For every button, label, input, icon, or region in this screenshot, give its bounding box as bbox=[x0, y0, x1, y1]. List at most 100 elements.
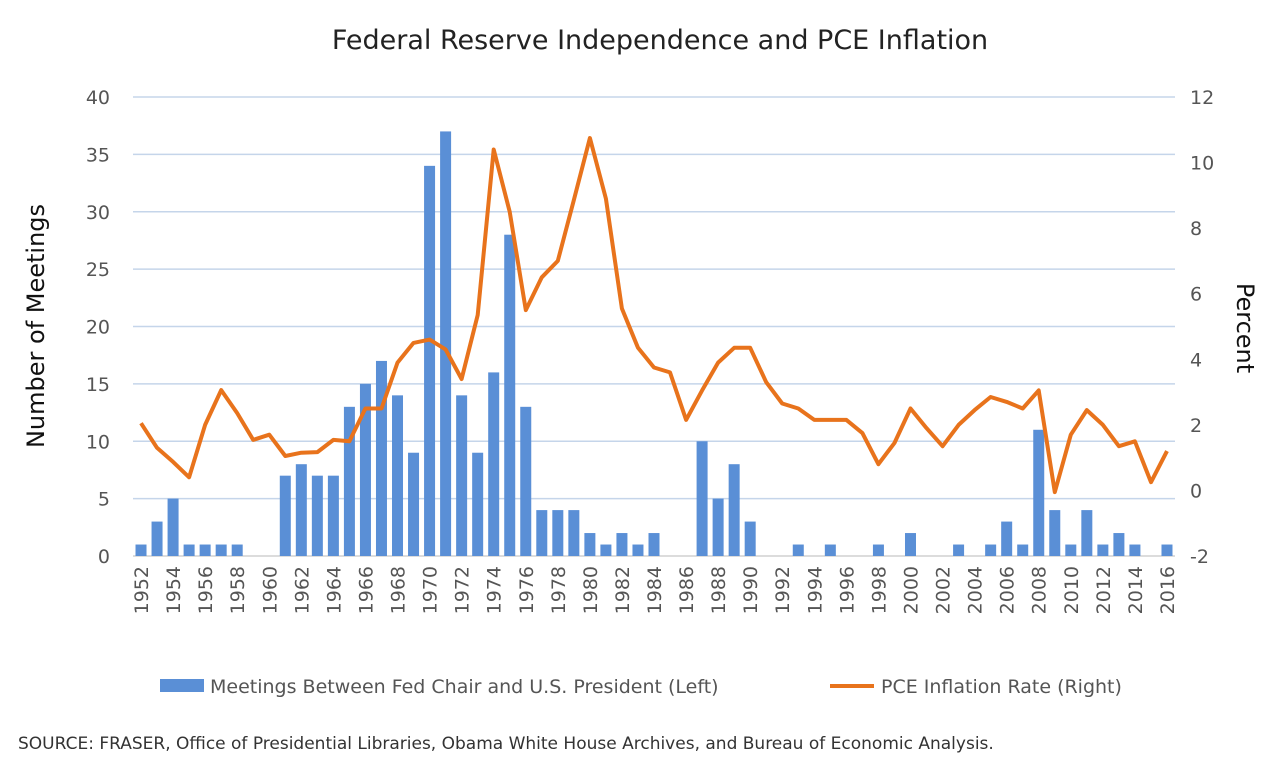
bar-1962 bbox=[295, 464, 307, 556]
legend-bar-label: Meetings Between Fed Chair and U.S. Pres… bbox=[210, 676, 719, 698]
x-tick-label: 1982 bbox=[612, 566, 634, 614]
left-tick-label: 40 bbox=[86, 87, 110, 109]
bar-1967 bbox=[375, 360, 387, 556]
x-tick-label: 1962 bbox=[291, 566, 313, 614]
x-tick-label: 1974 bbox=[484, 566, 506, 614]
bar-1956 bbox=[199, 544, 211, 556]
x-tick-label: 1996 bbox=[836, 566, 858, 614]
right-tick-label: 4 bbox=[1190, 349, 1202, 371]
x-tick-label: 1954 bbox=[163, 566, 185, 614]
bar-1989 bbox=[728, 464, 740, 556]
bar-1953 bbox=[151, 521, 163, 556]
bar-1990 bbox=[744, 521, 756, 556]
legend: Meetings Between Fed Chair and U.S. Pres… bbox=[160, 676, 1122, 698]
x-tick-label: 2016 bbox=[1157, 566, 1179, 614]
x-tick-label: 1978 bbox=[548, 566, 570, 614]
bar-2014 bbox=[1129, 544, 1141, 556]
bar-1964 bbox=[327, 475, 339, 556]
bar-2008 bbox=[1033, 429, 1045, 556]
left-tick-label: 0 bbox=[98, 546, 110, 568]
bar-1966 bbox=[359, 383, 371, 556]
bar-1954 bbox=[167, 498, 179, 556]
x-tick-label: 1986 bbox=[676, 566, 698, 614]
bar-1969 bbox=[408, 452, 420, 556]
x-tick-label: 2002 bbox=[933, 566, 955, 614]
bar-2007 bbox=[1017, 544, 1029, 556]
x-tick-label: 2004 bbox=[965, 566, 987, 614]
x-tick-label: 2012 bbox=[1093, 566, 1115, 614]
right-tick-label: 6 bbox=[1190, 284, 1202, 306]
left-tick-label: 10 bbox=[86, 431, 110, 453]
bar-1971 bbox=[440, 131, 452, 557]
x-tick-label: 1970 bbox=[420, 566, 442, 614]
bar-1972 bbox=[456, 395, 468, 556]
x-tick-label: 1998 bbox=[868, 566, 890, 614]
bar-1984 bbox=[648, 533, 660, 556]
bar-2016 bbox=[1161, 544, 1173, 556]
x-tick-label: 2010 bbox=[1061, 566, 1083, 614]
chart-title: Federal Reserve Independence and PCE Inf… bbox=[332, 25, 988, 56]
bar-1983 bbox=[632, 544, 644, 556]
bar-1988 bbox=[712, 498, 724, 556]
left-tick-label: 30 bbox=[86, 202, 110, 224]
bar-1973 bbox=[472, 452, 484, 556]
bar-2011 bbox=[1081, 510, 1093, 556]
bar-1976 bbox=[520, 406, 532, 556]
bar-2006 bbox=[1001, 521, 1013, 556]
bar-1961 bbox=[279, 475, 291, 556]
left-tick-label: 20 bbox=[86, 317, 110, 339]
bar-1979 bbox=[568, 510, 580, 556]
bar-1982 bbox=[616, 533, 628, 556]
bar-1974 bbox=[488, 372, 500, 556]
left-tick-label: 15 bbox=[86, 374, 110, 396]
right-tick-label: 2 bbox=[1190, 415, 1202, 437]
x-tick-label: 1968 bbox=[388, 566, 410, 614]
bar-2009 bbox=[1049, 510, 1061, 556]
right-tick-label: 0 bbox=[1190, 480, 1202, 502]
left-tick-label: 35 bbox=[86, 144, 110, 166]
bar-1975 bbox=[504, 234, 516, 556]
x-tick-label: 2008 bbox=[1029, 566, 1051, 614]
right-axis-ticks: -2 0 2 4 6 8 10 12 bbox=[1190, 87, 1214, 568]
x-tick-label: 1958 bbox=[227, 566, 249, 614]
bar-1980 bbox=[584, 533, 596, 556]
right-tick-label: 12 bbox=[1190, 87, 1214, 109]
x-tick-label: 1956 bbox=[195, 566, 217, 614]
x-tick-label: 2000 bbox=[900, 566, 922, 614]
left-axis-title: Number of Meetings bbox=[22, 204, 50, 448]
bar-1958 bbox=[231, 544, 243, 556]
bar-2003 bbox=[953, 544, 965, 556]
legend-bar-swatch bbox=[160, 679, 204, 692]
x-tick-label: 1988 bbox=[708, 566, 730, 614]
legend-line-label: PCE Inflation Rate (Right) bbox=[881, 676, 1122, 698]
bar-1987 bbox=[696, 441, 708, 556]
bar-2010 bbox=[1065, 544, 1077, 556]
inflation-line bbox=[139, 136, 1169, 495]
right-tick-label: 8 bbox=[1190, 218, 1202, 240]
x-tick-label: 1976 bbox=[516, 566, 538, 614]
left-axis-ticks: 0 5 10 15 20 25 30 35 40 bbox=[86, 87, 110, 568]
bar-2005 bbox=[985, 544, 997, 556]
x-tick-label: 1994 bbox=[804, 566, 826, 614]
x-tick-label: 1964 bbox=[323, 566, 345, 614]
bar-1981 bbox=[600, 544, 612, 556]
bar-1952 bbox=[135, 544, 147, 556]
right-tick-label: -2 bbox=[1190, 546, 1209, 568]
bar-1970 bbox=[424, 165, 436, 556]
line-series bbox=[139, 136, 1169, 495]
bar-1977 bbox=[536, 510, 548, 556]
x-tick-label: 1972 bbox=[452, 566, 474, 614]
x-tick-label: 2014 bbox=[1125, 566, 1147, 614]
bar-1965 bbox=[343, 406, 355, 556]
x-tick-label: 1966 bbox=[355, 566, 377, 614]
source-note: SOURCE: FRASER, Office of Presidential L… bbox=[18, 734, 994, 754]
x-tick-label: 2006 bbox=[997, 566, 1019, 614]
x-axis-ticks: 1952 1954 1956 1958 1960 1962 1964 1966 1968 1970… bbox=[131, 566, 1179, 614]
bar-1968 bbox=[392, 395, 404, 556]
x-tick-label: 1952 bbox=[131, 566, 153, 614]
bar-2012 bbox=[1097, 544, 1109, 556]
bar-1978 bbox=[552, 510, 564, 556]
bar-2000 bbox=[904, 533, 916, 556]
right-axis-title: Percent bbox=[1231, 283, 1259, 373]
